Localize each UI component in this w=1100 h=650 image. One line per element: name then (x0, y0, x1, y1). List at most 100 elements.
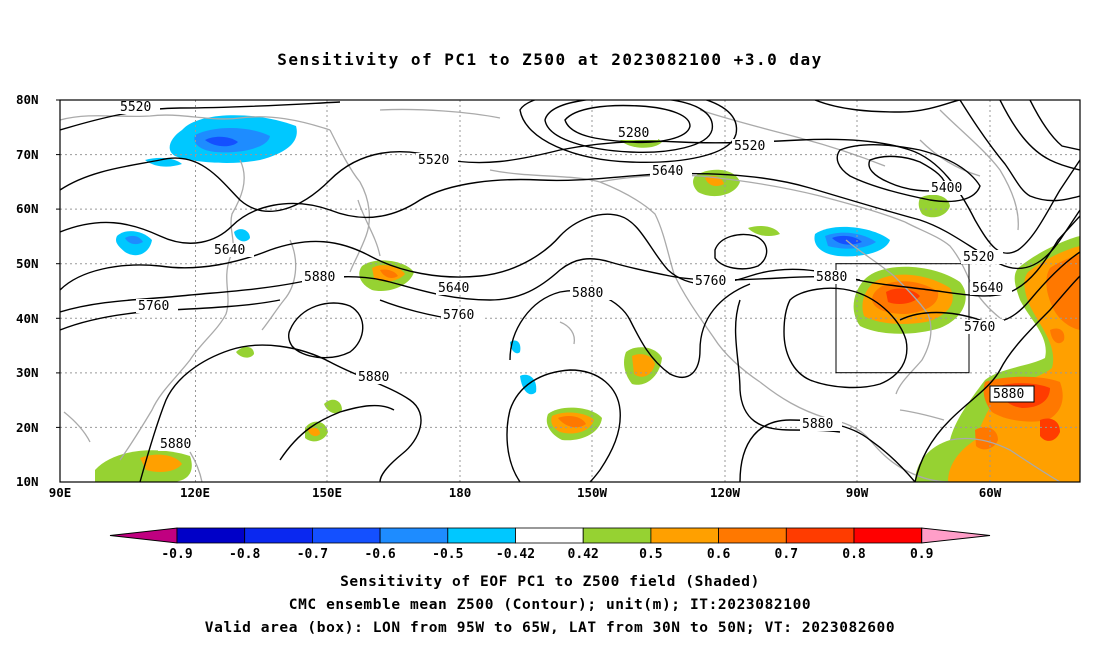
pos-region (886, 288, 920, 304)
colorbar-cell (718, 527, 787, 544)
colorbar-max-arrow (921, 527, 991, 544)
contour-label: 5640 (650, 164, 692, 179)
contour-label: 5640 (212, 243, 254, 258)
lat-axis: 80N 70N 60N 50N 40N 30N 20N 10N (16, 92, 60, 489)
caption-contour: CMC ensemble mean Z500 (Contour); unit(m… (288, 597, 812, 613)
colorbar-tick-label: -0.8 (229, 547, 260, 562)
map-frame (59, 99, 1081, 483)
colorbar-cell (853, 527, 923, 544)
svg-text:5760: 5760 (695, 274, 726, 289)
pos-region (324, 399, 342, 414)
lon-tick-label: 180 (449, 485, 472, 500)
colorbar-cell (244, 527, 313, 544)
svg-text:5880: 5880 (358, 370, 389, 385)
svg-text:5760: 5760 (964, 320, 995, 335)
pos-region (1040, 418, 1060, 441)
neg-region (205, 136, 238, 147)
lon-tick-label: 150E (312, 485, 342, 500)
svg-text:5520: 5520 (734, 139, 765, 154)
colorbar-tick-label: 0.9 (910, 547, 933, 562)
contour-label: 5760 (136, 299, 178, 314)
map-title: Sensitivity of PC1 to Z500 at 2023082100… (277, 50, 823, 69)
svg-text:5280: 5280 (618, 126, 649, 141)
colorbar-tick-label: 0.5 (639, 547, 662, 562)
colorbar-tick-label: 0.7 (775, 547, 798, 562)
svg-text:5880: 5880 (304, 270, 335, 285)
pos-region (1050, 328, 1065, 344)
contour-label: 5880 (814, 270, 856, 285)
colorbar-cell (582, 527, 652, 544)
pos-region (748, 226, 780, 236)
svg-text:5640: 5640 (972, 281, 1003, 296)
neg-region (145, 157, 182, 167)
contour-label: 5520 (961, 250, 1003, 265)
pos-region (975, 427, 998, 450)
valid-area-box (835, 263, 970, 374)
lon-tick-label: 60W (979, 485, 1002, 500)
colorbar-min-arrow (109, 527, 178, 544)
neg-region (510, 340, 521, 354)
pos-region (308, 427, 320, 437)
lat-tick-label: 80N (16, 92, 39, 107)
contour-label: 5520 (118, 100, 160, 115)
pos-region (558, 416, 586, 428)
caption-valid-area: Valid area (box): LON from 95W to 65W, L… (204, 620, 896, 636)
contour-label: 5280 (616, 126, 658, 141)
svg-text:5760: 5760 (443, 308, 474, 323)
lon-axis: 90E 120E 150E 180 150W 120W 90W 60W (49, 485, 1002, 500)
lat-tick-label: 50N (16, 256, 39, 271)
neg-region (234, 229, 250, 242)
contour-label: 5880 (356, 370, 398, 385)
pos-region (380, 269, 398, 278)
contour-label: 5880 (989, 385, 1035, 403)
lon-tick-label: 150W (577, 485, 608, 500)
colorbar-tick-label: -0.42 (496, 547, 535, 562)
contour-label: 5760 (962, 320, 1004, 335)
contour-label: 5880 (800, 417, 842, 432)
neg-region (125, 235, 143, 245)
colorbar-cell (379, 527, 449, 544)
pos-region (632, 354, 655, 377)
lon-tick-label: 120W (710, 485, 741, 500)
contour-label: 5880 (302, 270, 344, 285)
pos-region (918, 194, 950, 218)
lat-tick-label: 60N (16, 201, 39, 216)
colorbar-tick-label: -0.7 (297, 547, 328, 562)
lat-tick-label: 20N (16, 420, 39, 435)
lon-tick-label: 90W (846, 485, 869, 500)
contour-label: 5880 (570, 286, 612, 301)
colorbar-tick-label: 0.42 (568, 547, 599, 562)
svg-text:5640: 5640 (214, 243, 245, 258)
colorbar-cell (785, 527, 855, 544)
svg-text:5880: 5880 (816, 270, 847, 285)
contour-label: 5640 (436, 281, 478, 296)
contour-label: 5520 (416, 153, 458, 168)
lat-tick-label: 70N (16, 147, 39, 162)
svg-text:5760: 5760 (138, 299, 169, 314)
contour-label: 5640 (970, 281, 1012, 296)
svg-text:5880: 5880 (572, 286, 603, 301)
svg-text:5640: 5640 (438, 281, 469, 296)
colorbar-cell (650, 527, 720, 544)
contour-label: 5760 (693, 274, 735, 289)
svg-text:5400: 5400 (931, 181, 962, 196)
svg-text:5520: 5520 (963, 250, 994, 265)
svg-text:5520: 5520 (120, 100, 151, 115)
svg-text:5880: 5880 (993, 387, 1024, 402)
lon-tick-label: 90E (49, 485, 72, 500)
contour-label: 5520 (732, 139, 774, 154)
lat-tick-label: 30N (16, 365, 39, 380)
pos-region (140, 454, 182, 472)
svg-text:5640: 5640 (652, 164, 683, 179)
colorbar-tick-label: -0.9 (161, 547, 192, 562)
lat-tick-label: 40N (16, 311, 39, 326)
contour-label: 5760 (441, 308, 483, 323)
svg-text:5880: 5880 (160, 437, 191, 452)
contour-labels: 5520 5280 5520 5520 5640 5400 5640 5880 … (118, 100, 1035, 452)
colorbar-tick-label: 0.8 (842, 547, 866, 562)
svg-text:5520: 5520 (418, 153, 449, 168)
colorbar-tick-label: 0.6 (707, 547, 731, 562)
svg-text:5880: 5880 (802, 417, 833, 432)
contour-label: 5880 (158, 437, 200, 452)
